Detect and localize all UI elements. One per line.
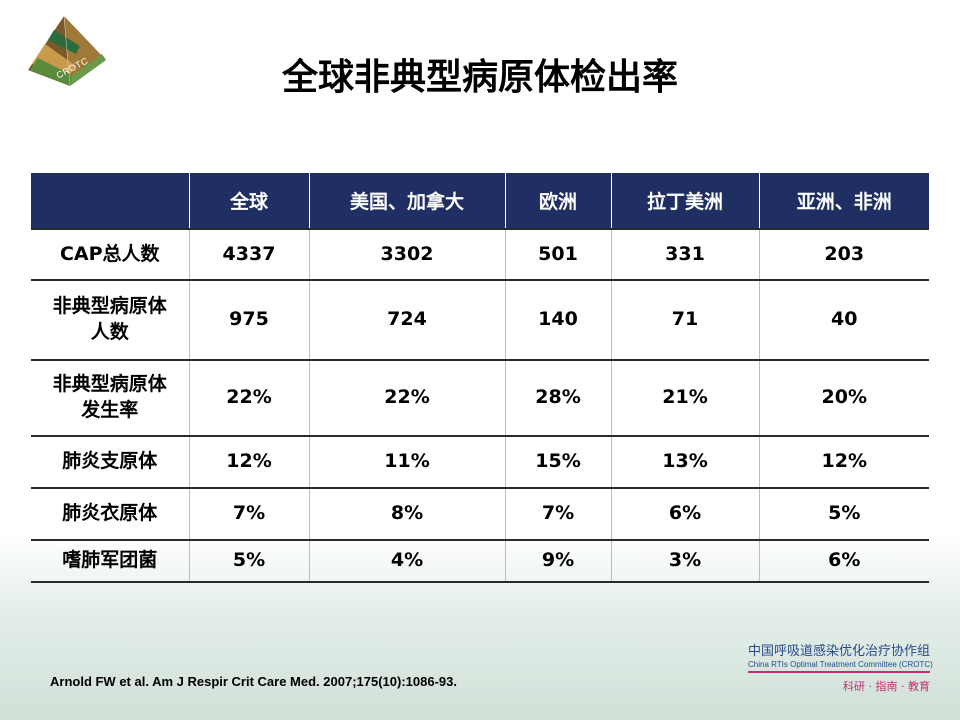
table-row: 嗜肺军团菌 5% 4% 9% 3% 6% [31,540,929,583]
table-cell: 6% [758,540,929,583]
page-title: 全球非典型病原体检出率 [281,57,678,98]
row-label: 肺炎支原体 [31,436,189,489]
table-cell: 8% [308,488,505,541]
org-name-en: China RTIs Optimal Treatment Committee (… [748,660,933,673]
table-cell: 15% [504,436,611,489]
row-label: 肺炎衣原体 [31,488,189,541]
header-cell-asia-africa: 亚洲、非洲 [758,173,929,229]
org-motto: 科研 · 指南 · 教育 [843,680,930,693]
header-cell-global: 全球 [188,173,309,229]
row-label: 嗜肺军团菌 [31,540,189,583]
table-cell: 3% [610,540,759,583]
table-cell: 5% [188,540,309,583]
table-cell: 3302 [308,228,505,281]
table-cell: 28% [504,360,611,437]
row-label: CAP总人数 [31,228,189,281]
table-cell: 4337 [188,228,309,281]
table-cell: 22% [308,360,505,437]
table-cell: 22% [188,360,309,437]
table-cell: 975 [188,280,309,361]
table-row: 非典型病原体 发生率 22% 22% 28% 21% 20% [31,360,929,437]
table-cell: 9% [504,540,611,583]
header-cell-us-canada: 美国、加拿大 [308,173,505,229]
header-cell-empty [31,173,189,229]
citation: Arnold FW et al. Am J Respir Crit Care M… [50,674,457,689]
table-cell: 140 [504,280,611,361]
table-cell: 13% [610,436,759,489]
table-cell: 12% [758,436,929,489]
header-cell-europe: 欧洲 [504,173,611,229]
table-cell: 71 [610,280,759,361]
table-cell: 20% [758,360,929,437]
table-cell: 7% [504,488,611,541]
table-row: CAP总人数 4337 3302 501 331 203 [31,228,929,281]
table-row: 肺炎衣原体 7% 8% 7% 6% 5% [31,488,929,541]
table-cell: 11% [308,436,505,489]
row-label: 非典型病原体 发生率 [31,360,189,437]
table-cell: 21% [610,360,759,437]
org-footer: 中国呼吸道感染优化治疗协作组 China RTIs Optimal Treatm… [748,640,933,694]
row-label: 非典型病原体 人数 [31,280,189,361]
detection-rate-table: 全球 美国、加拿大 欧洲 拉丁美洲 亚洲、非洲 CAP总人数 4337 3302… [31,173,929,583]
table-cell: 7% [188,488,309,541]
table-row: 肺炎支原体 12% 11% 15% 13% 12% [31,436,929,489]
table-cell: 724 [308,280,505,361]
org-name-cn: 中国呼吸道感染优化治疗协作组 [748,644,931,659]
header-cell-latin-america: 拉丁美洲 [610,173,759,229]
table-cell: 331 [610,228,759,281]
table-cell: 501 [504,228,611,281]
table-cell: 40 [758,280,929,361]
table-cell: 6% [610,488,759,541]
table-cell: 4% [308,540,505,583]
table-row: 非典型病原体 人数 975 724 140 71 40 [31,280,929,361]
table-cell: 12% [188,436,309,489]
table-cell: 203 [758,228,929,281]
table-header-row: 全球 美国、加拿大 欧洲 拉丁美洲 亚洲、非洲 [31,173,929,229]
crotc-pyramid-logo [28,15,106,87]
table-cell: 5% [758,488,929,541]
